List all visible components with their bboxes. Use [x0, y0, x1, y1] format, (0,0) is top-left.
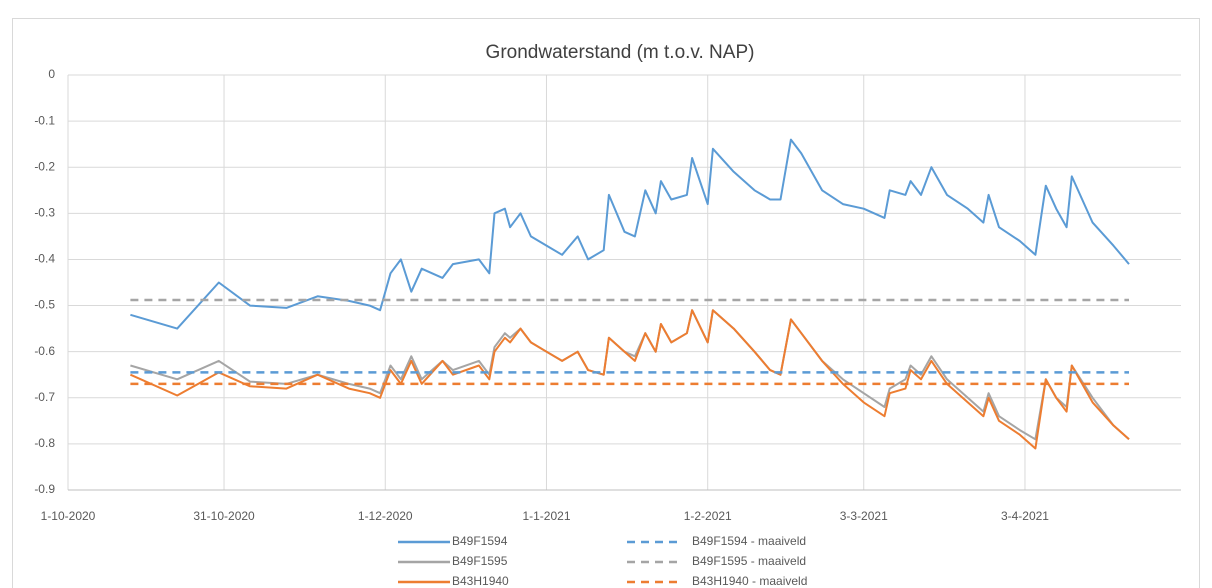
- y-tick-label: -0.6: [34, 344, 55, 358]
- y-tick-label: -0.7: [34, 390, 55, 404]
- legend-label: B49F1595 - maaiveld: [692, 554, 806, 568]
- y-tick-label: 0: [48, 67, 55, 81]
- chart-title: Grondwaterstand (m t.o.v. NAP): [486, 42, 755, 63]
- chart-frame: [12, 18, 1200, 588]
- legend-label: B49F1594 - maaiveld: [692, 534, 806, 548]
- legend-label: B43H1940 - maaiveld: [692, 574, 807, 588]
- y-tick-label: -0.8: [34, 436, 55, 450]
- x-tick-label: 3-4-2021: [1001, 509, 1049, 523]
- y-tick-label: -0.1: [34, 113, 55, 127]
- x-tick-label: 1-2-2021: [684, 509, 732, 523]
- y-tick-label: -0.9: [34, 482, 55, 496]
- legend-label: B43H1940: [452, 574, 509, 588]
- legend-label: B49F1594: [452, 534, 508, 548]
- y-tick-label: -0.4: [34, 252, 55, 266]
- legend-label: B49F1595: [452, 554, 508, 568]
- x-tick-label: 1-10-2020: [41, 509, 96, 523]
- y-tick-label: -0.3: [34, 206, 55, 220]
- x-tick-label: 1-12-2020: [358, 509, 413, 523]
- x-tick-label: 1-1-2021: [522, 509, 570, 523]
- data-line: [129, 309, 1130, 450]
- x-tick-label: 31-10-2020: [193, 509, 255, 523]
- x-tick-label: 3-3-2021: [840, 509, 888, 523]
- y-tick-label: -0.2: [34, 159, 55, 173]
- y-tick-label: -0.5: [34, 298, 55, 312]
- data-line: [130, 138, 1130, 330]
